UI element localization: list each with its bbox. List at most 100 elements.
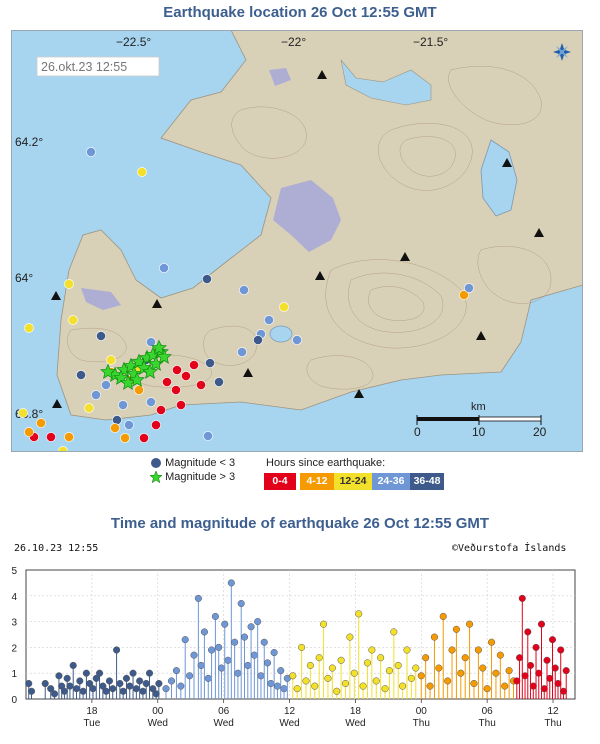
station-triangle bbox=[51, 291, 61, 300]
quake-point bbox=[102, 687, 110, 695]
quake-point bbox=[260, 638, 268, 646]
earthquake-marker bbox=[64, 432, 74, 442]
y-tick-label: 1 bbox=[11, 669, 17, 680]
quake-point bbox=[435, 664, 443, 672]
quake-point bbox=[483, 685, 491, 693]
quake-point bbox=[320, 620, 328, 628]
quake-point bbox=[368, 646, 376, 654]
quake-point bbox=[66, 682, 74, 690]
quake-point bbox=[194, 594, 202, 602]
earthquake-marker bbox=[146, 337, 156, 347]
quake-point bbox=[109, 685, 117, 693]
quake-point bbox=[129, 669, 137, 677]
quake-point bbox=[535, 669, 543, 677]
legend-mag-gt3: Magnitude > 3 bbox=[150, 471, 236, 484]
series-0-4 bbox=[513, 594, 570, 699]
quake-point bbox=[231, 638, 239, 646]
quake-point bbox=[250, 651, 258, 659]
hours-bin-36-48: 36-48 bbox=[410, 473, 444, 490]
quake-point bbox=[89, 685, 97, 693]
quake-point bbox=[264, 659, 272, 667]
quake-point bbox=[139, 687, 147, 695]
quake-point bbox=[412, 664, 420, 672]
earthquake-marker bbox=[106, 355, 116, 365]
quake-point bbox=[341, 679, 350, 688]
quake-point bbox=[267, 679, 275, 688]
quake-point bbox=[237, 599, 245, 608]
scale-bar: km 0 10 20 bbox=[414, 401, 547, 439]
quake-point bbox=[551, 664, 559, 672]
quake-point bbox=[548, 636, 557, 644]
quake-point bbox=[155, 679, 163, 688]
earthquake-marker bbox=[279, 302, 289, 312]
lat-label: 64° bbox=[15, 271, 33, 285]
quake-point bbox=[470, 679, 478, 688]
quake-point bbox=[513, 677, 521, 685]
earthquake-marker bbox=[146, 397, 156, 407]
quake-point bbox=[543, 656, 551, 664]
station-triangle bbox=[534, 228, 544, 237]
earthquake-marker bbox=[112, 415, 122, 425]
quake-point bbox=[377, 654, 385, 662]
quake-point bbox=[505, 667, 513, 675]
hours-legend-title: Hours since earthquake: bbox=[266, 457, 386, 469]
quake-point bbox=[119, 687, 127, 695]
x-tick-day: Wed bbox=[345, 718, 365, 729]
x-tick-day: Wed bbox=[148, 718, 168, 729]
green-star-icon bbox=[129, 371, 145, 387]
quake-point bbox=[247, 623, 255, 631]
x-tick-day: Wed bbox=[213, 718, 233, 729]
quake-point bbox=[149, 685, 157, 693]
quake-point bbox=[298, 643, 306, 651]
y-tick-label: 2 bbox=[11, 643, 17, 654]
earthquake-marker bbox=[36, 418, 46, 428]
station-triangle bbox=[52, 399, 62, 408]
quake-point bbox=[86, 679, 94, 688]
quake-point bbox=[132, 685, 140, 693]
legend-mag-gt3-label: Magnitude > 3 bbox=[165, 471, 236, 484]
x-tick-day: Wed bbox=[279, 718, 299, 729]
quake-point bbox=[488, 638, 496, 646]
station-triangle bbox=[317, 70, 327, 79]
y-tick-label: 0 bbox=[11, 695, 17, 706]
quake-point bbox=[27, 687, 36, 695]
quake-point bbox=[390, 628, 398, 636]
quake-point bbox=[145, 669, 154, 677]
green-star-icon bbox=[150, 471, 162, 484]
seismic-stations bbox=[51, 70, 544, 408]
quake-point bbox=[79, 687, 87, 695]
lava-field-small bbox=[81, 288, 121, 310]
legend-mag-lt3-label: Magnitude < 3 bbox=[165, 457, 236, 469]
earthquake-marker bbox=[86, 147, 96, 157]
quake-point bbox=[407, 674, 415, 682]
earthquake-marker bbox=[24, 323, 34, 333]
x-tick-day: Thu bbox=[413, 718, 430, 729]
earthquake-marker bbox=[151, 420, 161, 430]
quake-point bbox=[394, 661, 402, 670]
earthquake-marker bbox=[214, 377, 224, 387]
earthquake-marker bbox=[202, 274, 212, 284]
quake-point bbox=[167, 677, 176, 685]
earthquake-marker bbox=[464, 283, 474, 293]
quake-point bbox=[363, 659, 372, 667]
quake-point bbox=[116, 679, 124, 688]
x-tick-hour: 06 bbox=[218, 706, 230, 717]
quake-point bbox=[41, 679, 49, 688]
map-title: Earthquake location 26 Oct 12:55 GMT bbox=[163, 4, 437, 21]
quake-point bbox=[359, 682, 367, 690]
earthquake-marker bbox=[124, 420, 134, 430]
y-tick-label: 3 bbox=[11, 618, 17, 629]
y-tick-label: 5 bbox=[11, 566, 17, 577]
quake-point bbox=[346, 633, 354, 641]
green-star-icon bbox=[100, 363, 116, 379]
quake-point bbox=[63, 674, 71, 682]
scale-unit: km bbox=[471, 401, 486, 413]
quake-point bbox=[82, 669, 90, 677]
quake-point bbox=[25, 679, 33, 688]
earthquake-marker bbox=[176, 400, 186, 410]
quake-point bbox=[105, 677, 113, 685]
quake-point bbox=[50, 690, 59, 698]
date-stamp: 26.okt.23 12:55 bbox=[41, 60, 127, 74]
quake-point bbox=[516, 654, 524, 662]
green-star-icon bbox=[151, 339, 167, 355]
